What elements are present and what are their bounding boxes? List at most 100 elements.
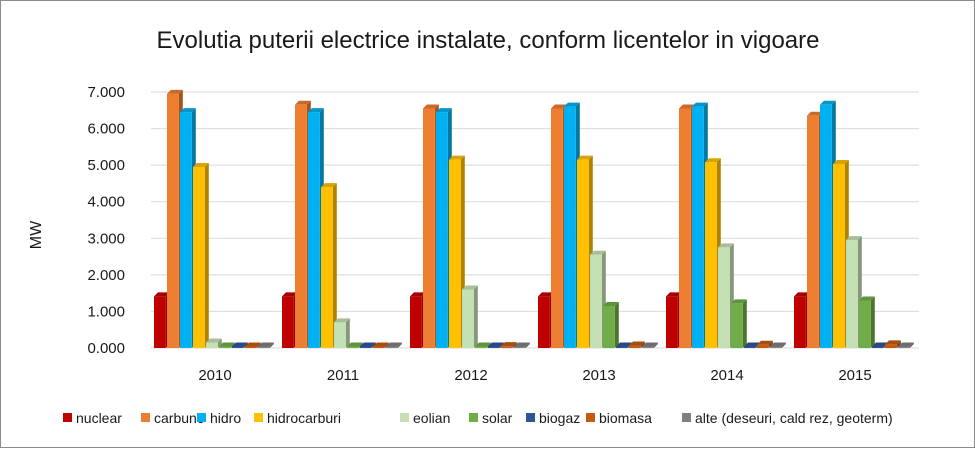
bar-top — [514, 342, 530, 347]
bar — [475, 342, 491, 348]
bar — [603, 301, 619, 348]
legend-swatch — [141, 413, 150, 422]
bar-top — [308, 108, 324, 113]
bar — [258, 342, 274, 348]
bar-top — [282, 292, 298, 297]
bar-top — [885, 340, 901, 345]
legend-swatch — [197, 413, 206, 422]
bar-front — [410, 296, 422, 348]
bar-side — [768, 340, 773, 348]
bar-side — [256, 342, 261, 348]
bar-front — [167, 93, 179, 348]
bars — [154, 89, 914, 349]
bar-front — [514, 346, 526, 348]
bar-front — [193, 166, 205, 348]
bar — [642, 342, 658, 348]
bar — [360, 342, 376, 348]
bar-front — [577, 159, 589, 348]
bar-top — [846, 236, 862, 241]
bar-top — [154, 292, 170, 297]
bar-top — [436, 108, 452, 113]
bar-front — [488, 346, 500, 348]
bar-front — [692, 106, 704, 348]
y-tick-label: 1.000 — [87, 303, 125, 320]
legend-swatch — [526, 413, 535, 422]
y-tick-label: 2.000 — [87, 267, 125, 284]
bar-top — [577, 155, 593, 160]
bar-front — [321, 187, 333, 348]
bar-top — [705, 158, 721, 163]
bar-top — [334, 318, 350, 323]
bar-front — [718, 247, 730, 348]
bar-top — [872, 342, 888, 347]
bar — [731, 299, 747, 348]
bar-front — [564, 106, 576, 348]
bar-front — [360, 346, 372, 348]
bar — [885, 340, 901, 348]
bar-top — [360, 342, 376, 347]
bar-top — [232, 342, 248, 347]
bar-front — [794, 296, 806, 348]
bar-front — [872, 346, 884, 348]
bar-side — [486, 342, 491, 348]
bar-top — [386, 342, 402, 347]
bar-top — [898, 342, 914, 347]
bar-top — [807, 111, 823, 116]
bar-front — [219, 346, 231, 348]
bar-front — [731, 303, 743, 348]
legend-swatch — [254, 413, 263, 422]
bar-top — [642, 342, 658, 347]
bar-top — [321, 183, 337, 188]
bar-top — [692, 102, 708, 107]
bar-side — [512, 342, 517, 348]
bar-side — [217, 338, 222, 348]
y-tick-label: 6.000 — [87, 121, 125, 138]
legend-label: biogaz — [539, 410, 580, 426]
bar — [206, 338, 222, 348]
bar-side — [640, 341, 645, 348]
legend-item: carbune — [141, 410, 205, 426]
bar-top — [794, 292, 810, 297]
x-tick-label: 2010 — [198, 367, 231, 384]
bar-side — [742, 299, 747, 348]
legend-label: hidro — [210, 410, 241, 426]
bar-top — [295, 100, 311, 105]
y-tick-label: 3.000 — [87, 230, 125, 247]
legend-label: biomasa — [599, 410, 652, 426]
legend-item: hidrocarburi — [254, 410, 341, 426]
bar-front — [334, 322, 346, 348]
bar — [219, 342, 235, 348]
legend-label: solar — [482, 410, 513, 426]
bar-side — [345, 318, 350, 348]
bar-side — [269, 342, 274, 348]
bar-top — [603, 301, 619, 306]
bar-side — [781, 342, 786, 348]
bar-front — [859, 300, 871, 348]
legend-item: hidro — [197, 410, 241, 426]
bar — [373, 342, 389, 348]
y-tick-label: 7.000 — [87, 84, 125, 101]
bar — [629, 341, 645, 348]
bar-front — [590, 254, 602, 348]
x-tick-label: 2011 — [327, 367, 359, 384]
bar-front — [347, 346, 359, 348]
bar-top — [757, 340, 773, 345]
legend-swatch — [586, 413, 595, 422]
bar-front — [180, 112, 192, 348]
bar-front — [501, 346, 513, 348]
bar-side — [473, 285, 478, 348]
legend: nuclear carbune hidro hidrocarburi eolian sol… — [63, 410, 893, 426]
bar-front — [679, 108, 691, 348]
bar-front — [449, 159, 461, 348]
y-axis-ticks: 0.000 1.000 2.000 3.000 4.000 5.000 6.000 7.000 — [87, 84, 125, 357]
bar-top — [564, 102, 580, 107]
bar-top — [501, 342, 517, 347]
y-axis-label: MW — [28, 220, 45, 249]
bar — [462, 285, 478, 348]
bar-top — [551, 104, 567, 109]
bar-top — [193, 162, 209, 167]
bar-top — [744, 342, 760, 347]
bar-top — [245, 342, 261, 347]
legend-swatch — [63, 413, 72, 422]
bar-front — [475, 346, 487, 348]
